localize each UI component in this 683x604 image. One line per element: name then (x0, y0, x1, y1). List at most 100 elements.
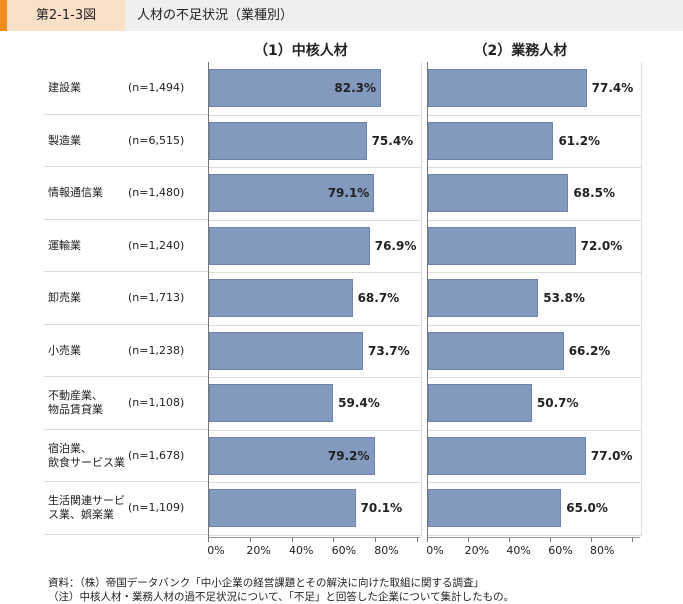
bar (209, 279, 353, 317)
panel-title: （1）中核人材 (254, 43, 348, 59)
bar-row: 59.4% (209, 377, 421, 431)
sample-size-label: (n=1,713) (128, 291, 185, 304)
bar-row: 72.0% (428, 220, 641, 273)
bar-row: 76.9% (209, 220, 421, 273)
value-label: 61.2% (558, 133, 601, 148)
bar-row: 73.7% (209, 325, 421, 378)
x-tick (427, 537, 428, 542)
category-label: 宿泊業、 飲食サービス業 (48, 441, 125, 469)
value-label: 79.2% (327, 448, 370, 463)
row-divider (44, 533, 208, 535)
source-note: 資料：（株）帝国データバンク「中小企業の経営課題とその解決に向けた取組に関する調… (48, 577, 484, 589)
x-tick (333, 537, 335, 542)
sample-size-label: (n=6,515) (128, 133, 185, 147)
value-label: 68.5% (573, 186, 616, 200)
x-axis (427, 537, 640, 538)
row-divider (44, 166, 208, 167)
bar (428, 174, 569, 212)
bar (428, 489, 562, 527)
bar-row: 61.2% (428, 115, 641, 168)
footnote: （注）中核人材・業務人材の過不足状況について、「不足」と回答した企業について集計… (48, 591, 515, 603)
bar-row: 82.3% (209, 62, 421, 116)
value-label: 65.0% (566, 501, 608, 515)
sample-size-label: (n=1,240) (128, 238, 185, 252)
bar (428, 121, 554, 160)
value-label: 66.2% (568, 343, 611, 358)
figure-title: 人材の不足状況（業種別） (137, 8, 294, 23)
bar (209, 331, 364, 370)
bar (209, 489, 356, 527)
sample-size-label: (n=1,480) (128, 186, 185, 199)
x-tick (417, 537, 418, 542)
panel-1: 82.3% 75.4% 79.1% 76.9% 68.7% 73.7% 59.4% 79.2%… (208, 62, 422, 537)
value-label: 79.1% (327, 186, 370, 200)
x-tick (468, 537, 469, 542)
value-label: 76.9% (374, 238, 417, 253)
sample-size-label: (n=1,108) (128, 396, 185, 409)
row-divider (44, 481, 208, 482)
bar-row: 75.4% (209, 115, 421, 168)
category-label: 運輸業 (48, 238, 81, 252)
category-label: 製造業 (48, 133, 81, 147)
category-label: 卸売業 (48, 291, 81, 305)
category-label: 小売業 (48, 343, 81, 357)
value-label: 82.3% (334, 81, 377, 95)
value-label: 68.7% (357, 291, 400, 305)
x-tick-label: 60% (548, 544, 573, 557)
bar-row: 50.7% (428, 377, 641, 431)
bar (428, 436, 586, 475)
bar (209, 69, 381, 107)
bar-row: 70.1% (209, 482, 421, 536)
x-tick (249, 537, 251, 542)
bar (209, 384, 334, 422)
row-divider (44, 271, 208, 272)
x-tick-label: 40% (506, 544, 531, 557)
x-tick (550, 537, 551, 542)
row-divider (44, 113, 208, 115)
category-label: 建設業 (48, 81, 81, 95)
value-label: 75.4% (371, 133, 414, 148)
row-divider (44, 428, 208, 430)
value-label: 72.0% (580, 238, 623, 253)
x-tick-label: 0% (207, 544, 225, 557)
x-tick (632, 537, 633, 542)
bar-row: 68.7% (209, 272, 421, 326)
x-tick (591, 537, 592, 542)
value-label: 53.8% (543, 291, 585, 305)
bar (209, 226, 370, 265)
value-label: 73.7% (368, 343, 410, 358)
x-tick (208, 537, 209, 542)
row-divider (44, 218, 208, 220)
value-label: 59.4% (338, 396, 380, 410)
accent-bar (0, 0, 7, 31)
bar-row: 79.1% (209, 167, 421, 221)
x-tick (375, 537, 377, 542)
panel-2: 77.4% 61.2% 68.5% 72.0% 53.8% 66.2% 50.7% 77.0%… (427, 62, 642, 537)
sample-size-label: (n=1,238) (128, 343, 185, 357)
sample-size-label: (n=1,109) (128, 501, 185, 514)
bar (428, 226, 576, 265)
x-tick (509, 537, 510, 542)
category-label: 生活関連サービ ス業、娯楽業 (48, 494, 125, 522)
bar (209, 436, 375, 475)
bar-row: 68.5% (428, 167, 641, 221)
x-tick (291, 537, 293, 542)
bar (428, 279, 539, 317)
panel-title: （2）業務人材 (473, 43, 568, 59)
x-tick-label: 40% (289, 544, 314, 557)
bar-row: 77.4% (428, 62, 641, 116)
bar (209, 121, 367, 160)
x-tick-label: 80% (590, 544, 615, 557)
x-tick-label: 20% (464, 544, 490, 557)
bar (209, 174, 375, 212)
bar-row: 53.8% (428, 272, 641, 326)
x-tick-label: 60% (331, 544, 357, 557)
bar-row: 65.0% (428, 482, 641, 536)
figure-number: 第2-1-3図 (7, 0, 125, 31)
sample-size-label: (n=1,494) (128, 81, 185, 94)
row-divider (44, 323, 208, 325)
x-tick-label: 80% (374, 544, 399, 557)
sample-size-label: (n=1,678) (128, 448, 185, 462)
row-divider (44, 376, 208, 377)
bar-row: 79.2% (209, 430, 421, 483)
